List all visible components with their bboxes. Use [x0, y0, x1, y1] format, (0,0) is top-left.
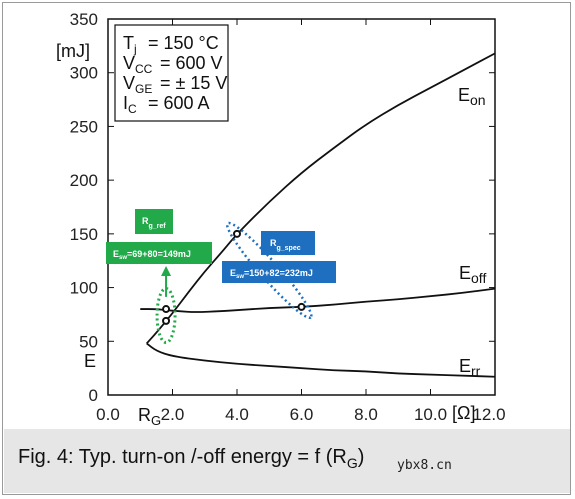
data-point-marker — [297, 302, 306, 311]
annotations: Rg_ref Esw=69+80=149mJ Rg_spec Esw=150+82=2… — [106, 209, 336, 345]
x-symbol-label: RG — [138, 405, 161, 428]
curves: Eon Eoff Err — [140, 52, 496, 379]
y-tick-label: 300 — [70, 64, 98, 83]
data-point-marker — [233, 229, 241, 238]
y-tick-label: 350 — [70, 10, 98, 29]
ref-arrow-head — [161, 266, 172, 276]
caption-close: ) — [357, 446, 365, 468]
series-rr-label: Err — [459, 356, 481, 379]
y-unit-label: [mJ] — [56, 41, 90, 61]
data-point-marker — [162, 316, 171, 325]
spec-label-text: Rg_spec — [270, 238, 301, 252]
ref-highlight-ellipse — [155, 287, 177, 345]
x-unit-label: [Ω] — [452, 403, 475, 423]
ref-formula-box — [106, 242, 212, 264]
watermark: ybx8.cn — [397, 458, 452, 473]
x-tick-label: 2.0 — [161, 405, 185, 424]
spec-formula-text: Esw=150+82=232mJ — [230, 268, 313, 280]
caption-box — [4, 429, 570, 493]
y-tick-label: 0 — [89, 386, 98, 405]
caption-sub: G — [346, 455, 358, 471]
condition-line: IC = 600 A — [123, 93, 210, 116]
y-tick-label: 200 — [70, 171, 98, 190]
y-symbol-label: E — [84, 351, 96, 371]
caption: Fig. 4: Typ. turn-on /-off energy = f (R… — [18, 446, 364, 471]
condition-line: Tj = 150 °C — [123, 33, 219, 56]
y-tick-label: 250 — [70, 117, 98, 136]
condition-line: VGE = ± 15 V — [123, 73, 227, 96]
ref-label-text: Rg_ref — [142, 216, 166, 230]
series-off-label: Eoff — [459, 263, 486, 286]
x-tick-label: 12.0 — [472, 405, 505, 424]
spec-formula-box — [222, 261, 336, 283]
series-on-label: Eon — [458, 85, 486, 108]
x-tick-label: 10.0 — [414, 405, 447, 424]
x-tick-label: 4.0 — [225, 405, 249, 424]
ref-label-box — [135, 209, 173, 234]
spec-label-box — [261, 231, 315, 255]
spec-highlight-ellipse — [225, 221, 313, 320]
y-tick-label: 100 — [70, 279, 98, 298]
y-tick-label: 150 — [70, 225, 98, 244]
ticks: 0.0 2.0 4.0 6.0 8.0 10.0 12.0 0 50 100 150 200 250 30… — [56, 10, 506, 428]
data-point-marker — [162, 305, 171, 314]
caption-main: Fig. 4: Typ. turn-on /-off energy = f (R — [18, 446, 347, 468]
x-tick-label: 8.0 — [354, 405, 378, 424]
ref-formula-text: Esw=69+80=149mJ — [113, 249, 191, 261]
x-tick-label: 0.0 — [96, 405, 120, 424]
y-tick-label: 50 — [79, 332, 98, 351]
series-on-line — [146, 52, 496, 345]
chart: 0.0 2.0 4.0 6.0 8.0 10.0 12.0 0 50 100 150 200 250 30… — [56, 10, 506, 428]
conditions-frame — [114, 24, 229, 122]
markers — [162, 229, 306, 325]
series-rr-line — [146, 342, 496, 378]
x-tick-label: 6.0 — [290, 405, 314, 424]
condition-line: VCC = 600 V — [123, 53, 223, 76]
